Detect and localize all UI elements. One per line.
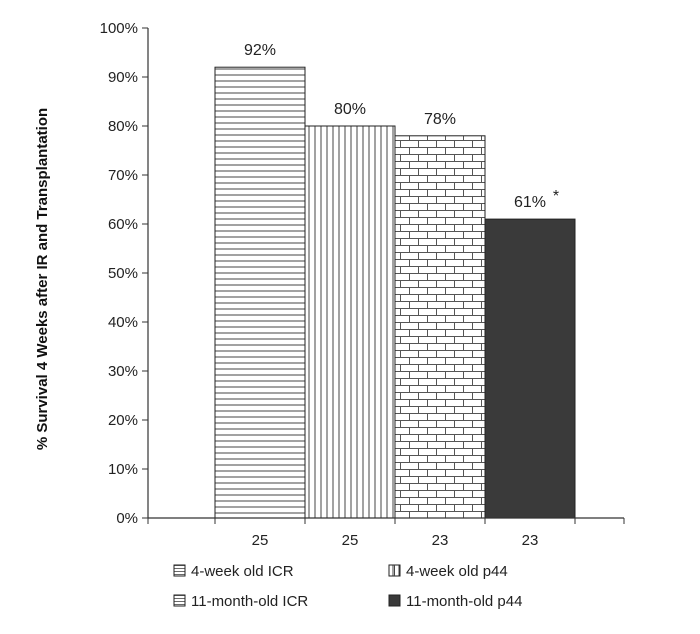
data-label: 80% [334,101,366,118]
legend-item: 11-month-old p44 [388,593,522,610]
data-label: 92% [244,42,276,59]
data-label: 61% [514,194,546,211]
legend-label: 4-week old ICR [191,563,294,580]
significance-marker: * [553,188,559,205]
y-tick-label: 20% [108,412,138,429]
y-tick-label: 0% [116,510,138,527]
y-tick-label: 70% [108,167,138,184]
bar [304,125,396,519]
y-tick-label: 80% [108,118,138,135]
legend: 4-week old ICR 4-week old p44 11-month-old… [173,563,522,610]
y-tick-label: 100% [100,20,138,37]
data-label: 78% [424,111,456,128]
legend-swatch [388,594,401,607]
y-tick-label: 50% [108,265,138,282]
bars [214,66,576,519]
legend-label: 11-month-old p44 [406,593,522,610]
y-axis-label: % Survival 4 Weeks after IR and Transpla… [34,108,51,450]
y-tick-label: 90% [108,69,138,86]
legend-label: 4-week old p44 [406,563,508,580]
legend-swatch [173,594,186,607]
bar [214,66,306,519]
y-tick-label: 60% [108,216,138,233]
y-tick-label: 40% [108,314,138,331]
legend-item: 11-month-old ICR [173,593,308,610]
bar [484,218,576,519]
data-labels: 92% 80% 78% 61% * [244,42,559,211]
legend-item: 4-week old ICR [173,563,294,580]
x-tick-label: 25 [252,532,269,549]
y-axis: 0% 10% 20% 30% 40% 50% 60% 70% 80% 90% 100% [100,20,149,527]
x-tick-label: 23 [522,532,539,549]
legend-label: 11-month-old ICR [191,593,308,610]
legend-swatch [173,564,186,577]
y-tick-label: 30% [108,363,138,380]
legend-item: 4-week old p44 [388,563,508,580]
y-tick-label: 10% [108,461,138,478]
x-tick-label: 23 [432,532,449,549]
x-axis: 25 25 23 23 [147,517,625,549]
bar [394,135,486,519]
x-tick-label: 25 [342,532,359,549]
